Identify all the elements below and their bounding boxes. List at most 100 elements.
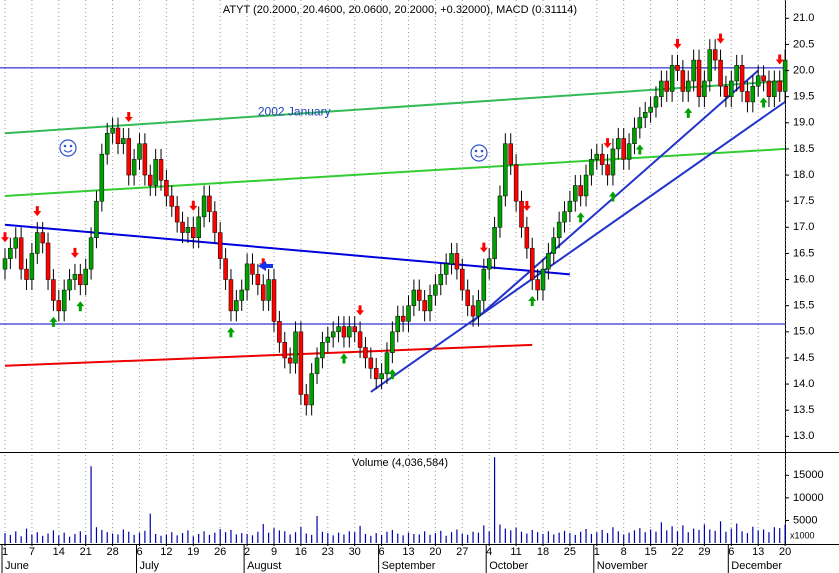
candle-body: [126, 138, 131, 176]
candle-body: [24, 268, 29, 280]
y-tick-label: 10000: [793, 492, 824, 504]
candle-body: [411, 289, 417, 306]
sell-signal: [1, 232, 9, 243]
candle-body: [562, 211, 567, 223]
candle-body: [556, 221, 562, 239]
sell-signal: [124, 112, 133, 123]
candle-body: [201, 195, 207, 218]
month-label: August: [247, 560, 281, 572]
x-tick-label: 4: [486, 546, 492, 558]
candle-body: [104, 132, 110, 155]
pointer-arrow: [258, 261, 273, 271]
candle-body: [573, 185, 578, 202]
month-label: June: [5, 560, 29, 572]
month-label: December: [731, 560, 782, 572]
y-tick-label: 15.0: [793, 326, 814, 338]
candle-body: [142, 143, 148, 176]
candle-body: [131, 159, 137, 176]
x-tick-label: 20: [429, 546, 441, 558]
candle-body: [755, 75, 761, 87]
x-tick-label: 6: [379, 546, 385, 558]
candle-body: [314, 357, 320, 374]
sell-signal: [33, 206, 42, 217]
x-tick-label: 11: [510, 546, 521, 558]
candle-body: [653, 96, 659, 108]
x-tick-label: 6: [136, 546, 142, 558]
candle-body: [35, 232, 40, 254]
candle-body: [153, 159, 158, 186]
y-tick-label: 17.0: [793, 221, 814, 233]
candle-body: [632, 127, 637, 144]
trendline: [4, 223, 570, 276]
candle-body: [782, 59, 788, 92]
candle-body: [94, 200, 99, 239]
candle-body: [729, 80, 734, 97]
candle-body: [540, 268, 546, 291]
candle-body: [287, 357, 293, 364]
y-tick-label: 19.5: [793, 91, 814, 103]
candle-body: [583, 174, 589, 197]
candle-body: [535, 279, 540, 291]
candle-body: [567, 200, 573, 212]
candle-body: [465, 289, 470, 306]
y-tick-label: 14.5: [793, 352, 814, 364]
candle-body: [443, 263, 449, 275]
candle-body: [648, 106, 653, 113]
y-tick-label: 5000: [793, 514, 817, 526]
y-tick-label: 16.5: [793, 247, 814, 259]
candle-body: [239, 289, 244, 301]
candle-body: [158, 159, 164, 181]
x-tick-label: 9: [271, 546, 277, 558]
marks: [1, 33, 788, 543]
candle-body: [384, 352, 390, 374]
y-tick-label: 15.5: [793, 300, 814, 312]
candle-body: [78, 274, 83, 286]
candle-body: [766, 80, 772, 97]
candle-body: [363, 347, 368, 359]
candle-body: [244, 263, 250, 291]
candle-body: [207, 195, 212, 212]
candle-body: [40, 232, 45, 244]
candle-body: [551, 237, 557, 254]
x-tick-label: 12: [160, 546, 172, 558]
month-label: July: [140, 560, 160, 572]
candle-body: [137, 143, 142, 160]
candle-body: [594, 153, 600, 160]
x-tick-label: 23: [322, 546, 334, 558]
candle-body: [169, 195, 175, 207]
candle-body: [605, 164, 610, 176]
candle-body: [621, 138, 626, 160]
sell-signal: [70, 247, 79, 258]
sell-signal: [716, 33, 725, 44]
candle-body: [546, 253, 551, 270]
candle-body: [675, 65, 680, 71]
candle-body: [250, 263, 255, 275]
buy-signal: [608, 191, 617, 202]
candle-body: [395, 315, 400, 333]
candle-body: [234, 300, 239, 312]
candle-body: [492, 227, 497, 259]
candle-body: [659, 80, 664, 97]
candle-body: [368, 357, 374, 369]
candle-body: [164, 180, 169, 197]
candle-body: [336, 326, 341, 333]
candle-body: [734, 65, 739, 82]
candle-body: [61, 289, 67, 312]
sell-signal: [522, 200, 531, 211]
candle-body: [99, 153, 105, 202]
candle-body: [309, 373, 314, 406]
x-tick-label: 26: [214, 546, 226, 558]
candle-body: [664, 80, 669, 92]
candle-body: [589, 159, 594, 176]
buy-signal: [759, 97, 768, 108]
candle-body: [29, 253, 35, 280]
x-tick-label: 6: [728, 546, 734, 558]
candle-body: [330, 331, 336, 338]
candle-body: [761, 75, 766, 82]
y-tick-label: 19.0: [793, 117, 814, 129]
sell-signal: [775, 54, 784, 65]
candle-body: [45, 242, 51, 280]
candle-body: [191, 227, 196, 239]
candle-body: [696, 59, 702, 97]
candle-body: [341, 326, 347, 338]
